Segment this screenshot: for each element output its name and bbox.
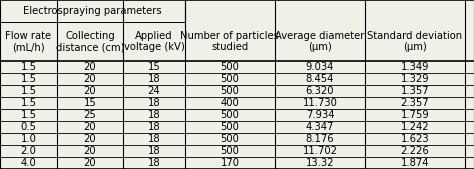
Text: 1.5: 1.5: [20, 86, 36, 96]
Text: 500: 500: [220, 122, 239, 132]
Text: Average diameter
(μm): Average diameter (μm): [275, 31, 365, 52]
Text: 500: 500: [220, 62, 239, 72]
Text: 1.357: 1.357: [401, 86, 429, 96]
Text: Standard deviation
(μm): Standard deviation (μm): [367, 31, 462, 52]
Text: Applied
voltage (kV): Applied voltage (kV): [124, 31, 184, 52]
Text: 1.5: 1.5: [20, 62, 36, 72]
Text: 8.176: 8.176: [306, 134, 334, 144]
Text: 20: 20: [84, 146, 96, 156]
Text: 1.623: 1.623: [401, 134, 429, 144]
Text: 20: 20: [84, 158, 96, 168]
Text: 6.320: 6.320: [306, 86, 334, 96]
Text: 4.347: 4.347: [306, 122, 334, 132]
Text: 18: 18: [148, 122, 160, 132]
Text: Electrospraying parameters: Electrospraying parameters: [23, 6, 162, 16]
Text: 2.357: 2.357: [401, 98, 429, 108]
Text: 18: 18: [148, 110, 160, 120]
Text: 18: 18: [148, 146, 160, 156]
Text: 0.5: 0.5: [20, 122, 36, 132]
Text: 20: 20: [84, 86, 96, 96]
Text: 500: 500: [220, 86, 239, 96]
Text: 18: 18: [148, 98, 160, 108]
Text: 500: 500: [220, 134, 239, 144]
Text: 2.0: 2.0: [20, 146, 36, 156]
Text: 15: 15: [148, 62, 160, 72]
Text: 25: 25: [84, 110, 96, 120]
Text: 20: 20: [84, 62, 96, 72]
Text: 170: 170: [220, 158, 239, 168]
Text: 500: 500: [220, 110, 239, 120]
Text: 11.730: 11.730: [302, 98, 337, 108]
Text: 18: 18: [148, 158, 160, 168]
Text: 1.242: 1.242: [401, 122, 429, 132]
Text: 1.874: 1.874: [401, 158, 429, 168]
Text: 20: 20: [84, 134, 96, 144]
Text: 7.934: 7.934: [306, 110, 334, 120]
Text: 500: 500: [220, 74, 239, 84]
Text: 1.5: 1.5: [20, 110, 36, 120]
Text: 400: 400: [220, 98, 239, 108]
Text: 18: 18: [148, 74, 160, 84]
Text: 24: 24: [148, 86, 160, 96]
Text: 15: 15: [84, 98, 96, 108]
Text: 1.5: 1.5: [20, 74, 36, 84]
Text: 20: 20: [84, 74, 96, 84]
Text: 4.0: 4.0: [20, 158, 36, 168]
Text: Flow rate
(mL/h): Flow rate (mL/h): [5, 31, 52, 52]
Text: 11.702: 11.702: [302, 146, 337, 156]
Text: 1.329: 1.329: [401, 74, 429, 84]
Text: 1.349: 1.349: [401, 62, 429, 72]
Text: 20: 20: [84, 122, 96, 132]
Text: 9.034: 9.034: [306, 62, 334, 72]
Text: 1.759: 1.759: [401, 110, 429, 120]
Text: Collecting
distance (cm): Collecting distance (cm): [56, 31, 124, 52]
Text: 18: 18: [148, 134, 160, 144]
Text: 2.226: 2.226: [401, 146, 429, 156]
Text: 8.454: 8.454: [306, 74, 334, 84]
Text: 1.5: 1.5: [20, 98, 36, 108]
Text: 500: 500: [220, 146, 239, 156]
Text: 1.0: 1.0: [20, 134, 36, 144]
Text: Number of particles
studied: Number of particles studied: [181, 31, 279, 52]
Text: 13.32: 13.32: [306, 158, 334, 168]
